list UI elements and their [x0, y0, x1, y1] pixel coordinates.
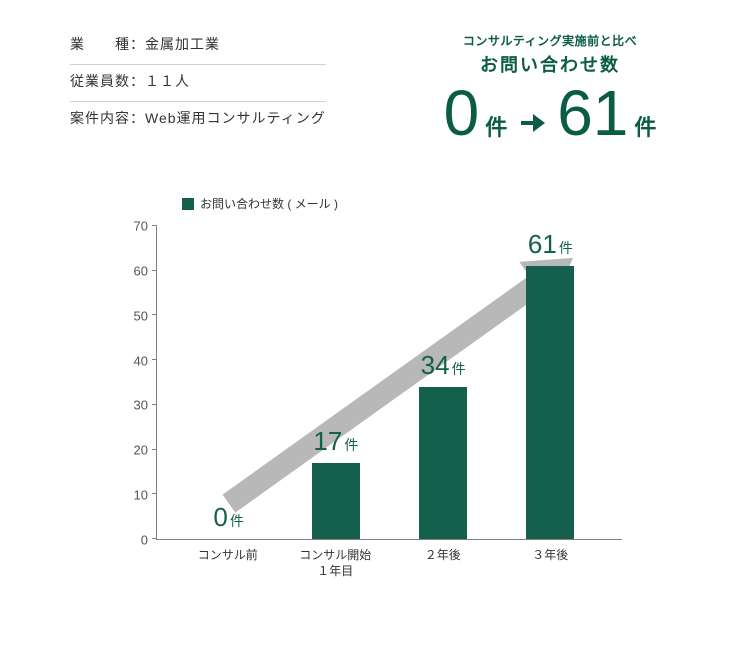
- bar-value-label: 17件: [313, 426, 358, 457]
- x-tick-label: ３年後: [497, 540, 605, 576]
- y-tick-label: 0: [112, 533, 148, 548]
- y-tick-label: 50: [112, 308, 148, 323]
- bar: [312, 463, 360, 539]
- y-tick-mark: [152, 538, 157, 539]
- bar-slot: 17件: [282, 226, 389, 539]
- y-tick-mark: [152, 404, 157, 405]
- info-row: 案件内容：Web運用コンサルティング: [70, 102, 326, 138]
- bar-slot: 34件: [390, 226, 497, 539]
- bar: [419, 387, 467, 539]
- highlight-from-value: 0: [444, 81, 480, 145]
- bar-value-label: 61件: [528, 229, 573, 260]
- y-axis-ticks: 010203040506070: [112, 226, 156, 540]
- highlight-to-value: 61: [557, 81, 628, 145]
- legend-swatch: [182, 198, 194, 210]
- bar-value-label: 34件: [421, 350, 466, 381]
- bar-slot: 61件: [497, 226, 604, 539]
- y-tick-label: 30: [112, 398, 148, 413]
- header-section: 業 種：金属加工業 従業員数：１１人 案件内容：Web運用コンサルティング コン…: [0, 0, 740, 155]
- info-table: 業 種：金属加工業 従業員数：１１人 案件内容：Web運用コンサルティング: [70, 28, 326, 138]
- y-tick-mark: [152, 359, 157, 360]
- y-tick-mark: [152, 314, 157, 315]
- arrow-right-icon: [519, 111, 545, 135]
- highlight-title: お問い合わせ数: [410, 51, 690, 77]
- y-tick-mark: [152, 449, 157, 450]
- highlight-block: コンサルティング実施前と比べ お問い合わせ数 0 件 61 件: [410, 28, 690, 145]
- highlight-numbers: 0 件 61 件: [410, 81, 690, 145]
- bar-slot: 0件: [175, 226, 282, 539]
- y-tick-label: 10: [112, 488, 148, 503]
- y-tick-label: 40: [112, 353, 148, 368]
- info-row: 業 種：金属加工業: [70, 28, 326, 65]
- y-tick-label: 60: [112, 263, 148, 278]
- chart-area: 0 10 20 30 40 50 60 70 0件 17件 34件 61件 コンサル前コンサル開始 …: [112, 216, 632, 576]
- y-tick-mark: [152, 225, 157, 226]
- chart-legend: お問い合わせ数 ( メール ): [182, 195, 632, 212]
- y-tick-label: 20: [112, 443, 148, 458]
- x-tick-label: コンサル開始 １年目: [282, 540, 390, 576]
- x-tick-label: ２年後: [389, 540, 497, 576]
- plot-area: 0件 17件 34件 61件: [156, 226, 622, 540]
- highlight-to-unit: 件: [634, 110, 656, 142]
- bars-container: 0件 17件 34件 61件: [157, 226, 622, 539]
- bar-value-label: 0件: [213, 502, 243, 533]
- highlight-pretext: コンサルティング実施前と比べ: [410, 32, 690, 49]
- info-row: 従業員数：１１人: [70, 65, 326, 102]
- legend-label: お問い合わせ数 ( メール ): [200, 195, 338, 212]
- y-tick-mark: [152, 493, 157, 494]
- x-tick-label: コンサル前: [174, 540, 282, 576]
- y-tick-mark: [152, 270, 157, 271]
- x-axis-labels: コンサル前コンサル開始 １年目２年後３年後: [156, 540, 622, 576]
- highlight-from-unit: 件: [485, 110, 507, 142]
- bar: [526, 266, 574, 539]
- chart: お問い合わせ数 ( メール ) 0 10 20 30 40 50 60 70 0件 17件 34件…: [112, 195, 632, 576]
- y-tick-label: 70: [112, 219, 148, 234]
